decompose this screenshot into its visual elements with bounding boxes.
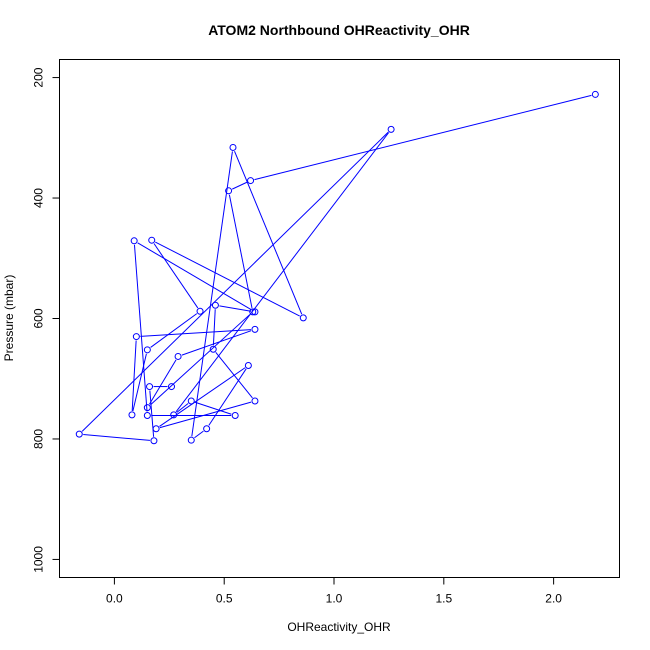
data-point	[229, 143, 237, 151]
data-point	[225, 187, 233, 195]
data-point	[387, 125, 395, 133]
data-point	[244, 361, 252, 369]
x-tick-label: 2.0	[545, 592, 562, 606]
data-point	[209, 345, 217, 353]
series-segment	[176, 403, 189, 413]
data-point	[168, 383, 175, 391]
data-point	[211, 301, 219, 309]
data-point	[132, 333, 140, 341]
data-point	[170, 411, 178, 419]
data-point	[143, 411, 151, 419]
series-segment	[234, 150, 303, 315]
series-segment	[219, 305, 252, 312]
x-tick-label: 0.0	[106, 592, 123, 606]
series-segment	[155, 241, 300, 317]
series-segment	[153, 243, 199, 309]
series-segment	[148, 359, 177, 405]
data-point	[187, 436, 195, 444]
series-segment	[212, 309, 216, 346]
data-point	[231, 411, 239, 419]
series-segment	[83, 434, 150, 441]
series-segment	[232, 181, 248, 190]
series-segment	[194, 401, 232, 415]
data-point	[128, 411, 136, 419]
series-segment	[194, 430, 204, 439]
data-point	[75, 430, 83, 438]
series-segment	[228, 194, 253, 309]
y-tick-label: 200	[32, 67, 46, 87]
x-tick-label: 0.5	[216, 592, 233, 606]
y-axis: 200 400 600 800 1000	[32, 67, 60, 573]
data-point	[591, 90, 599, 98]
data-point	[150, 437, 158, 445]
y-tick-label: 800	[32, 429, 46, 449]
y-tick-label: 400	[32, 188, 46, 208]
data-point	[174, 352, 182, 360]
data-point	[143, 404, 151, 412]
y-tick-label: 1000	[32, 546, 46, 573]
x-axis: 0.0 0.5 1.0 1.5 2.0	[106, 577, 562, 606]
data-point	[196, 307, 204, 315]
data-point	[203, 425, 211, 433]
series-segment	[150, 313, 198, 348]
data-point	[251, 325, 259, 333]
data-point	[247, 177, 255, 185]
series-segment	[137, 242, 252, 311]
series-segment	[254, 94, 592, 181]
series-segment	[159, 367, 246, 427]
data-point	[187, 397, 195, 405]
series-segment	[131, 340, 137, 411]
series-segment	[215, 352, 253, 399]
chart-title: ATOM2 Northbound OHReactivity_OHR	[208, 22, 470, 38]
x-axis-label: OHReactivity_OHR	[287, 620, 391, 634]
data-point	[152, 425, 160, 433]
series-segment	[133, 244, 148, 412]
y-axis-label: Pressure (mbar)	[2, 275, 16, 362]
data-point	[251, 308, 259, 316]
series-segment	[81, 131, 389, 432]
series-segment	[159, 401, 252, 429]
series-segment	[175, 132, 390, 412]
data-point	[146, 383, 154, 391]
data-point	[148, 236, 156, 244]
data-point	[251, 397, 259, 405]
data-point	[249, 308, 257, 316]
series-layer	[75, 90, 599, 445]
series-segment	[191, 151, 233, 437]
series-segment	[181, 330, 252, 356]
y-tick-label: 600	[32, 308, 46, 328]
series-segment	[149, 314, 251, 406]
series-segment	[140, 329, 251, 337]
data-point	[143, 346, 151, 354]
series-segment	[132, 353, 147, 412]
data-point	[130, 237, 138, 245]
x-tick-label: 1.5	[435, 592, 452, 606]
data-point	[299, 314, 307, 322]
x-tick-label: 1.0	[326, 592, 343, 606]
